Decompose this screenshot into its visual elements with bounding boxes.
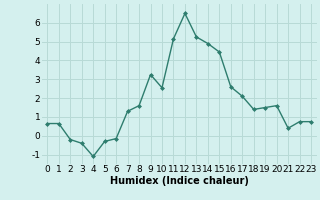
X-axis label: Humidex (Indice chaleur): Humidex (Indice chaleur)	[110, 176, 249, 186]
